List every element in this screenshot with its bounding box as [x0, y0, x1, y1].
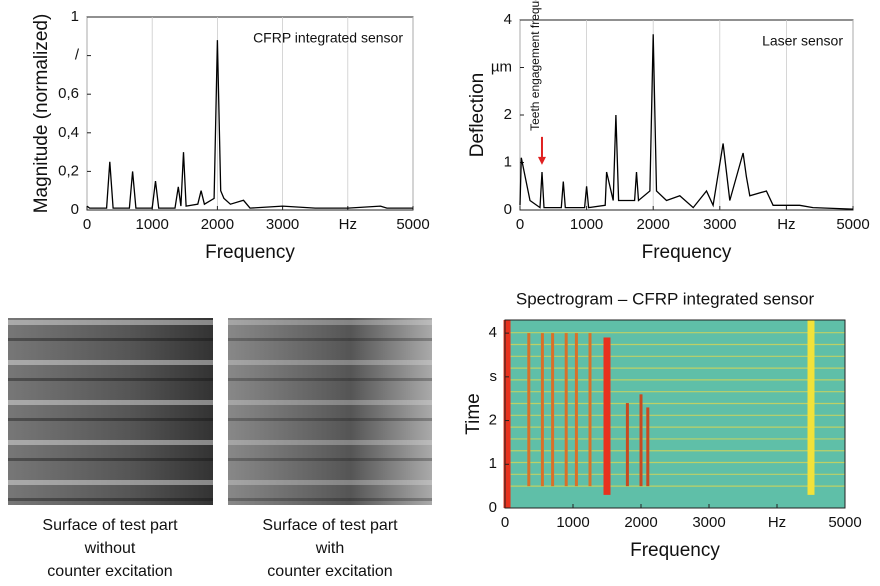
y-axis-label: Time — [463, 393, 484, 435]
spectrogram-band — [646, 407, 650, 487]
x-tick-label: 1000 — [556, 514, 589, 531]
x-tick-label: 0 — [501, 514, 509, 531]
spectrogram-band — [574, 333, 578, 487]
y-tick-label: 0,4 — [58, 124, 79, 141]
x-tick-label: 2000 — [637, 216, 670, 233]
x-tick-label: 1000 — [136, 216, 169, 233]
image-caption: counter excitation — [47, 563, 172, 580]
y-tick-label: / — [75, 47, 80, 64]
x-tick-label: 5000 — [836, 216, 869, 233]
y-tick-label: µm — [491, 58, 512, 75]
x-tick-label: 3000 — [266, 216, 299, 233]
x-tick-label: 5000 — [828, 514, 861, 531]
x-tick-label: Hz — [339, 216, 357, 233]
image-caption: without — [84, 540, 136, 557]
y-tick-label: 1 — [71, 8, 79, 25]
y-tick-label: 0 — [71, 201, 79, 218]
x-tick-label: 5000 — [396, 216, 429, 233]
spectrogram-band — [807, 320, 815, 495]
y-axis-label: Deflection — [467, 73, 488, 158]
y-tick-label: 1 — [489, 455, 497, 472]
chart-title: Spectrogram – CFRP integrated sensor — [516, 289, 815, 308]
x-tick-label: 3000 — [703, 216, 736, 233]
spectrogram-band — [639, 394, 643, 487]
spectrogram-band — [540, 333, 544, 487]
spectrogram-band — [551, 333, 555, 487]
y-tick-label: 0,2 — [58, 162, 79, 179]
x-axis-label: Frequency — [205, 242, 295, 263]
photo-2 — [228, 318, 432, 505]
y-tick-label: 4 — [504, 11, 512, 28]
y-tick-label: s — [490, 368, 498, 385]
photo-1 — [8, 318, 213, 505]
image-caption: with — [315, 540, 344, 557]
x-tick-label: 0 — [83, 216, 91, 233]
y-tick-label: 2 — [489, 412, 497, 429]
chart-title: CFRP integrated sensor — [253, 30, 403, 46]
image-caption: Surface of test part — [262, 517, 398, 534]
y-tick-label: 1 — [504, 153, 512, 170]
spectrogram-band — [588, 333, 592, 487]
x-axis-label: Frequency — [630, 540, 720, 561]
y-tick-label: 0 — [489, 499, 497, 516]
spectrogram-band — [603, 337, 611, 495]
x-tick-label: 1000 — [570, 216, 603, 233]
x-axis-label: Frequency — [642, 242, 732, 263]
x-tick-label: 2000 — [201, 216, 234, 233]
spectrogram-band — [503, 320, 511, 508]
x-tick-label: 0 — [516, 216, 524, 233]
y-tick-label: 0,6 — [58, 85, 79, 102]
x-tick-label: 2000 — [624, 514, 657, 531]
image-caption: counter excitation — [267, 563, 392, 580]
y-axis-label: Magnitude (normalized) — [31, 14, 52, 214]
x-tick-label: 3000 — [692, 514, 725, 531]
y-tick-label: 0 — [504, 201, 512, 218]
image-caption: Surface of test part — [42, 517, 178, 534]
y-tick-label: 4 — [489, 324, 497, 341]
chart-title: Laser sensor — [762, 33, 843, 49]
spectrogram-band — [527, 333, 531, 487]
spectrogram-band — [625, 403, 629, 487]
annotation: Teeth engagement frequency — [528, 0, 542, 131]
spectrum-line — [86, 40, 413, 209]
annotation-arrowhead — [537, 156, 546, 165]
plot-frame — [86, 16, 414, 211]
spectrum-line — [519, 34, 854, 210]
y-tick-label: 2 — [504, 106, 512, 123]
plot-frame — [504, 319, 846, 509]
x-tick-label: Hz — [768, 514, 786, 531]
spectrogram-background — [505, 320, 845, 508]
spectrogram-band — [564, 333, 568, 487]
x-tick-label: Hz — [777, 216, 795, 233]
